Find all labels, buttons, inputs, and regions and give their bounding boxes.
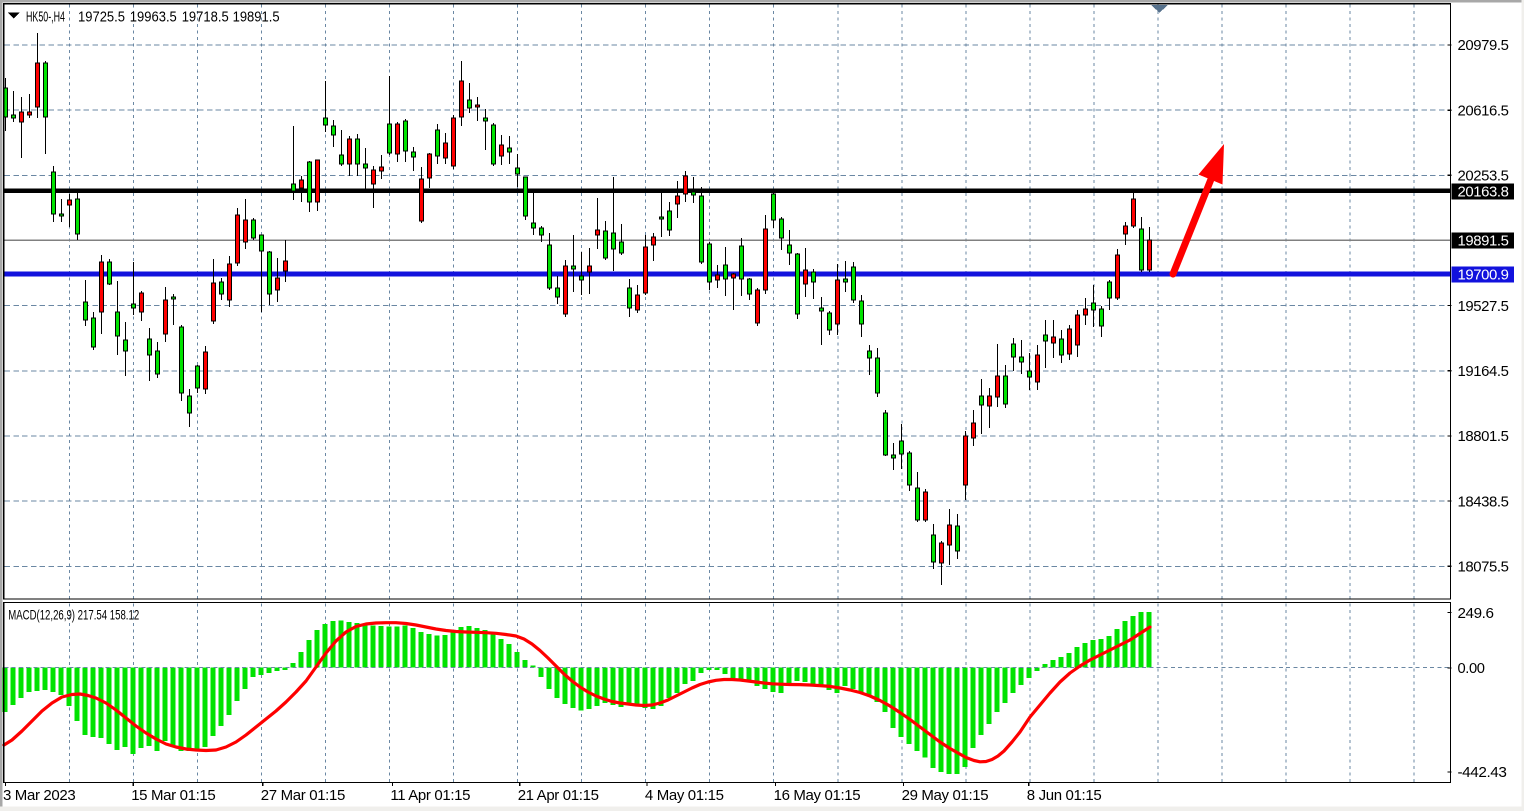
svg-text:20253.5: 20253.5 [1458, 169, 1509, 185]
svg-text:19700.9: 19700.9 [1458, 268, 1509, 284]
svg-text:19891.5: 19891.5 [1458, 234, 1509, 250]
svg-text:20163.8: 20163.8 [1458, 185, 1509, 201]
svg-text:11 Apr 01:15: 11 Apr 01:15 [390, 787, 470, 804]
svg-text:19891.5: 19891.5 [233, 10, 280, 26]
svg-text:19963.5: 19963.5 [130, 10, 177, 26]
svg-text:16 May 01:15: 16 May 01:15 [774, 787, 861, 804]
svg-text:18075.5: 18075.5 [1458, 560, 1509, 576]
svg-text:21 Apr 01:15: 21 Apr 01:15 [518, 787, 599, 804]
svg-text:MACD(12,26,9) 217.54 158.12: MACD(12,26,9) 217.54 158.12 [8, 608, 139, 623]
svg-text:-442.43: -442.43 [1458, 765, 1507, 781]
svg-text:19718.5: 19718.5 [182, 10, 229, 26]
svg-text:249.6: 249.6 [1458, 606, 1494, 622]
svg-text:19725.5: 19725.5 [78, 10, 125, 26]
svg-text:19164.5: 19164.5 [1458, 364, 1509, 380]
svg-text:27 Mar 01:15: 27 Mar 01:15 [261, 787, 345, 804]
svg-text:8 Jun 01:15: 8 Jun 01:15 [1027, 787, 1102, 804]
svg-text:18438.5: 18438.5 [1458, 494, 1509, 510]
svg-text:19527.5: 19527.5 [1458, 299, 1509, 315]
svg-text:29 May 01:15: 29 May 01:15 [902, 787, 989, 804]
svg-text:15 Mar 01:15: 15 Mar 01:15 [131, 787, 215, 804]
svg-text:3 Mar 2023: 3 Mar 2023 [3, 787, 75, 804]
svg-text:20616.5: 20616.5 [1458, 103, 1509, 119]
svg-text:4 May 01:15: 4 May 01:15 [645, 787, 724, 804]
svg-text:0.00: 0.00 [1458, 661, 1485, 677]
svg-text:HK50-,H4: HK50-,H4 [26, 10, 65, 26]
svg-text:20979.5: 20979.5 [1458, 38, 1509, 54]
svg-text:18801.5: 18801.5 [1458, 429, 1509, 445]
